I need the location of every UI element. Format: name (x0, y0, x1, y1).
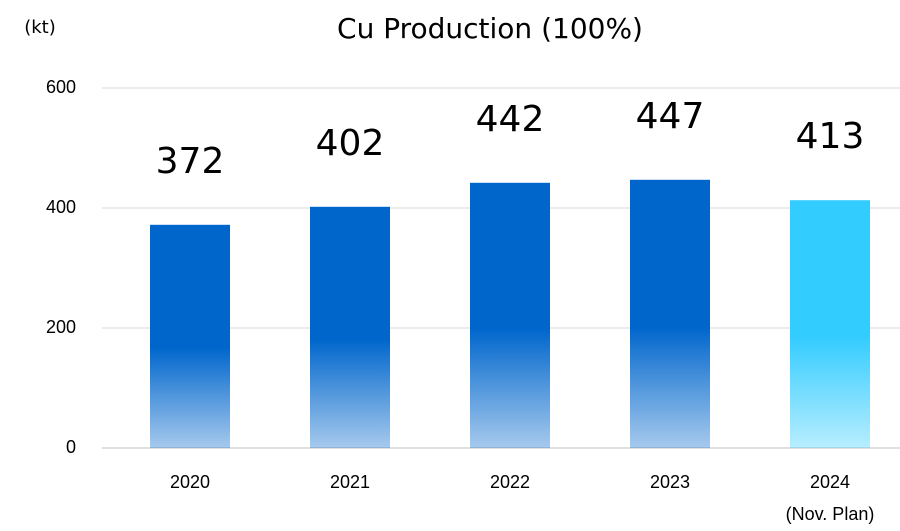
x-tick-note: (Nov. Plan) (786, 504, 875, 524)
chart-title: Cu Production (100%) (337, 12, 643, 45)
x-tick-label: 2020 (170, 472, 210, 492)
x-tick-label: 2021 (330, 472, 370, 492)
data-label: 447 (636, 96, 705, 137)
bar (310, 206, 390, 448)
x-tick-label: 2024 (810, 472, 850, 492)
x-tick-label: 2022 (490, 472, 530, 492)
y-tick-label: 400 (46, 197, 76, 217)
bar (150, 224, 230, 448)
bar (790, 200, 870, 448)
data-label: 372 (156, 141, 225, 182)
y-tick-label: 0 (66, 437, 76, 457)
bar (630, 179, 710, 449)
data-label: 442 (476, 99, 545, 140)
y-axis-unit: (kt) (24, 17, 56, 38)
data-label: 413 (796, 116, 865, 157)
y-tick-label: 200 (46, 317, 76, 337)
y-tick-label: 600 (46, 77, 76, 97)
data-label: 402 (316, 123, 385, 164)
x-tick-label: 2023 (650, 472, 690, 492)
bar (470, 182, 550, 449)
